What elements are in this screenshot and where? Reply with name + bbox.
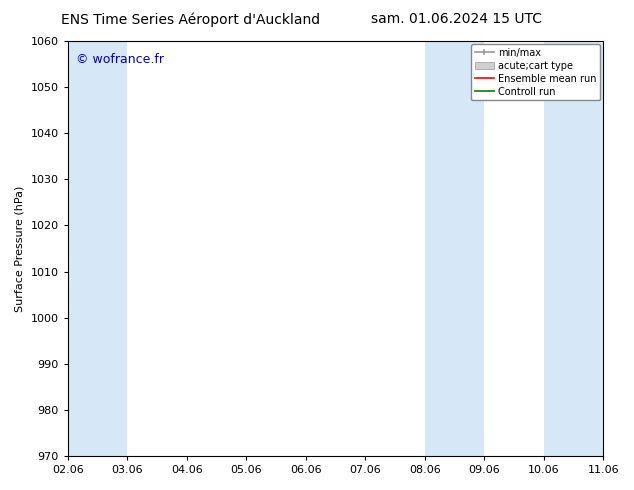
Legend: min/max, acute;cart type, Ensemble mean run, Controll run: min/max, acute;cart type, Ensemble mean … (470, 44, 600, 100)
Text: sam. 01.06.2024 15 UTC: sam. 01.06.2024 15 UTC (371, 12, 542, 26)
Bar (544, 41, 603, 456)
Y-axis label: Surface Pressure (hPa): Surface Pressure (hPa) (15, 185, 25, 312)
Bar (68, 41, 127, 456)
Text: © wofrance.fr: © wofrance.fr (75, 53, 164, 67)
Text: ENS Time Series Aéroport d'Auckland: ENS Time Series Aéroport d'Auckland (61, 12, 320, 27)
Bar (425, 41, 484, 456)
